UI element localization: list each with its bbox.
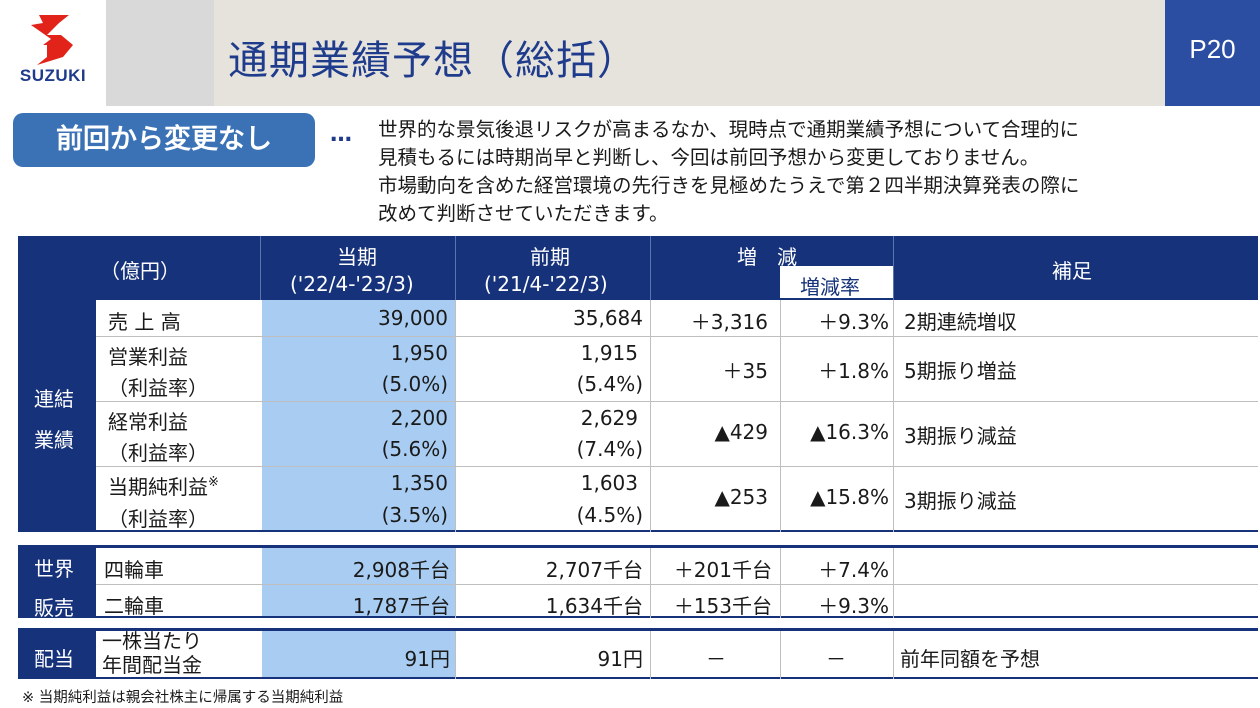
header-accent xyxy=(106,0,214,106)
logo-text: SUZUKI xyxy=(19,66,87,85)
footnote-mark: ※ xyxy=(208,475,219,490)
note-line: 見積もるには時期尚早と判断し、今回は前回予想から変更しておりません。 xyxy=(378,146,1040,169)
group-label: 販売 xyxy=(34,596,74,620)
row-remark: 3期振り減益 xyxy=(904,424,1017,448)
row-previous: 2,707千台 xyxy=(545,558,643,582)
row-sub: （利益率） xyxy=(108,507,208,531)
row-rate: ＋7.4% xyxy=(818,558,889,582)
page-title: 通期業績予想（総括） xyxy=(228,38,638,84)
row-remark: 3期振り減益 xyxy=(904,489,1017,513)
row-change: ▲429 xyxy=(714,420,768,444)
table-header xyxy=(18,236,1258,300)
change-header: 増 減 xyxy=(737,245,797,269)
row-remark: 5期振り増益 xyxy=(904,359,1017,383)
row-current-sub: (3.5%) xyxy=(381,503,448,527)
logo: SUZUKI xyxy=(0,0,106,106)
row-previous-sub: (5.4%) xyxy=(576,372,643,396)
unit-header: （億円） xyxy=(100,259,180,283)
row-rate: ＋9.3% xyxy=(818,594,889,618)
row-previous: 35,684 xyxy=(573,306,643,330)
current-column-highlight xyxy=(262,300,455,532)
previous-header: 前期 xyxy=(530,245,570,269)
suzuki-logo-icon xyxy=(31,15,73,65)
group-label-global-sales xyxy=(18,548,96,618)
row-previous: 1,603 xyxy=(580,471,638,495)
row-previous: 1,634千台 xyxy=(545,594,643,618)
change-rate-header: 増減率 xyxy=(800,275,860,299)
row-current: 1,950 xyxy=(390,341,448,365)
row-change: ＋201千台 xyxy=(673,558,772,582)
row-sub: （利益率） xyxy=(108,441,208,465)
row-current: 2,908千台 xyxy=(352,558,450,582)
row-current: 39,000 xyxy=(378,306,448,330)
row-item: 営業利益 xyxy=(108,345,188,369)
row-current: 91円 xyxy=(404,647,450,671)
page-number-box: P20 xyxy=(1165,0,1260,106)
header-bar: 通期業績予想（総括） xyxy=(214,0,1165,106)
current-header: 当期 xyxy=(337,245,377,269)
note-line: 市場動向を含めた経営環境の先行きを見極めたうえで第２四半期決算発表の際に xyxy=(378,174,1080,197)
row-item: 年間配当金 xyxy=(102,653,202,677)
group-label: 配当 xyxy=(34,647,74,671)
row-rate: ＋1.8% xyxy=(818,359,889,383)
row-rate: ＋9.3% xyxy=(818,310,889,334)
row-item-label: 当期純利益 xyxy=(108,475,208,499)
note-line: 改めて判断させていただきます。 xyxy=(378,202,669,225)
remarks-header: 補足 xyxy=(1052,259,1092,283)
row-change: ＋3,316 xyxy=(690,310,768,334)
row-rate: ▲16.3% xyxy=(810,420,889,444)
row-item: 経常利益 xyxy=(108,410,188,434)
row-previous-sub: (7.4%) xyxy=(576,437,643,461)
row-change: ▲253 xyxy=(714,485,768,509)
row-change: － xyxy=(706,647,726,671)
row-current: 1,350 xyxy=(390,471,448,495)
current-column-highlight xyxy=(262,631,455,679)
row-previous-sub: (4.5%) xyxy=(576,503,643,527)
row-previous: 2,629 xyxy=(580,406,638,430)
footnote: ※ 当期純利益は親会社株主に帰属する当期純利益 xyxy=(22,690,344,706)
group-label: 連結 xyxy=(34,387,74,411)
note-line: 世界的な景気後退リスクが高まるなか、現時点で通期業績予想について合理的に xyxy=(378,118,1080,141)
row-previous: 91円 xyxy=(597,647,643,671)
row-current: 1,787千台 xyxy=(352,594,450,618)
status-badge: 前回から変更なし xyxy=(13,113,315,167)
page-number: P20 xyxy=(1189,34,1236,64)
current-column-highlight xyxy=(262,548,455,618)
group-label-consolidated xyxy=(18,300,96,532)
row-change: ＋153千台 xyxy=(673,594,772,618)
row-current-sub: (5.0%) xyxy=(381,372,448,396)
ellipsis: … xyxy=(330,122,352,147)
row-change: ＋35 xyxy=(722,359,768,383)
row-remark: 2期連続増収 xyxy=(904,310,1017,334)
group-label-dividend xyxy=(18,631,96,679)
row-rate: － xyxy=(826,647,846,671)
row-rate: ▲15.8% xyxy=(810,485,889,509)
row-item: 当期純利益※ xyxy=(108,471,219,500)
row-current-sub: (5.6%) xyxy=(381,437,448,461)
row-item: 一株当たり xyxy=(102,629,202,653)
row-sub: （利益率） xyxy=(108,376,208,400)
previous-period: ('21/4-'22/3) xyxy=(484,272,608,296)
row-remark: 前年同額を予想 xyxy=(900,647,1040,671)
group-label: 業績 xyxy=(34,428,74,452)
row-item: 売 上 高 xyxy=(108,310,181,334)
row-item: 四輪車 xyxy=(104,558,164,582)
note-text: 世界的な景気後退リスクが高まるなか、現時点で通期業績予想について合理的に 見積も… xyxy=(378,116,1258,228)
row-item: 二輪車 xyxy=(104,594,164,618)
row-previous: 1,915 xyxy=(580,341,638,365)
current-period: ('22/4-'23/3) xyxy=(290,272,414,296)
row-current: 2,200 xyxy=(390,406,448,430)
group-label: 世界 xyxy=(34,557,74,581)
